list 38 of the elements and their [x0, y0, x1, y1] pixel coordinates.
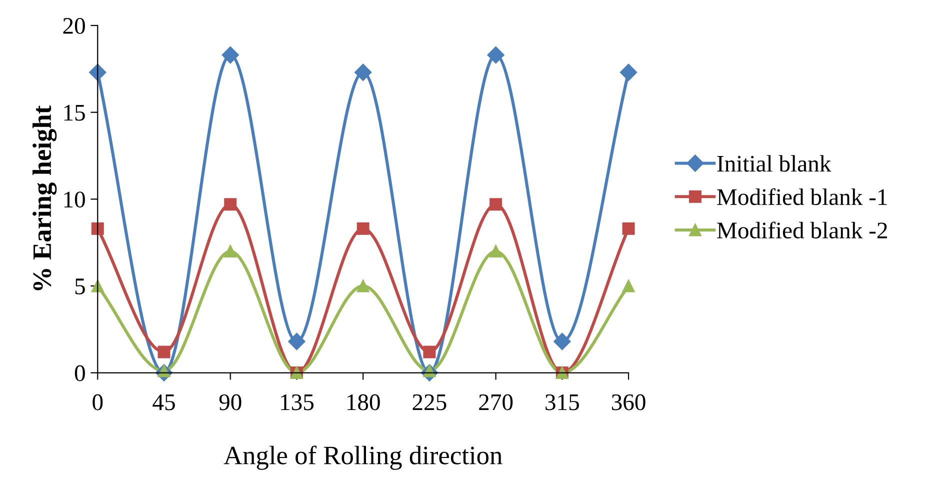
x-tick-label: 315	[546, 394, 579, 410]
x-tick-label: 180	[347, 394, 380, 410]
y-tick-label: 5	[75, 278, 85, 294]
point	[356, 222, 370, 235]
point	[224, 198, 237, 211]
legend-label: Initial blank	[717, 155, 832, 172]
point	[354, 64, 372, 81]
point	[288, 332, 306, 350]
point	[224, 244, 237, 258]
y-tick-label: 0	[74, 365, 85, 382]
point	[91, 222, 104, 235]
point	[622, 222, 635, 235]
legend-label: Modified blank -1	[717, 188, 887, 206]
x-tick-label: 360	[612, 394, 646, 410]
point	[620, 64, 638, 81]
y-tick-label: 10	[64, 192, 85, 208]
point	[423, 346, 436, 358]
point	[490, 198, 502, 211]
point	[622, 280, 635, 292]
x-axis-title: Angle of Rolling direction	[224, 446, 502, 470]
point	[490, 244, 502, 258]
point	[89, 64, 106, 81]
point	[158, 346, 170, 358]
point	[222, 46, 239, 64]
y-tick-label: 15	[64, 104, 85, 121]
x-tick-label: 90	[219, 394, 242, 410]
x-tick-label: 45	[152, 394, 175, 410]
point	[356, 280, 370, 292]
x-tick-label: 135	[281, 394, 314, 410]
legend-label: Modified blank -2	[717, 222, 887, 238]
point	[554, 332, 571, 350]
x-tick-label: 270	[479, 394, 513, 410]
point	[487, 46, 504, 64]
x-tick-label: 225	[412, 394, 446, 410]
y-tick-label: 20	[63, 18, 85, 34]
x-tick-label: 0	[92, 394, 103, 410]
y-axis-title: % Earing height	[32, 105, 57, 290]
point	[91, 280, 104, 292]
